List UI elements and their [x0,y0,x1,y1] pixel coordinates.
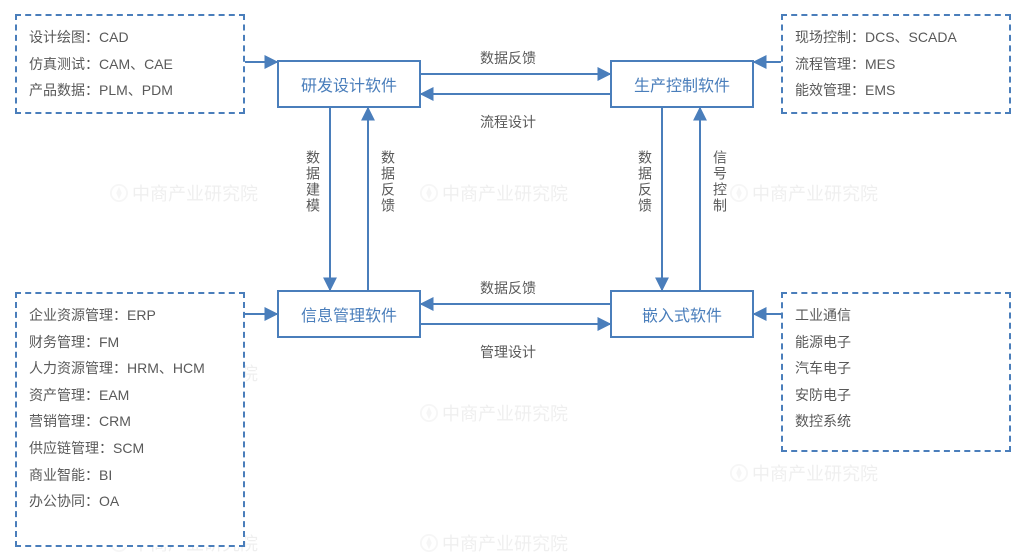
annotation-item: 财务管理：FM [29,329,119,356]
annotation-item: 供应链管理：SCM [29,435,144,462]
edge-label: 数据反馈 [378,150,398,214]
annotation-item: 办公协同：OA [29,488,119,515]
annotation-item: 现场控制：DCS、SCADA [795,24,957,51]
annotation-item: 汽车电子 [795,355,851,382]
edge-label: 数据建模 [303,150,323,214]
annotation-item: 仿真测试：CAM、CAE [29,51,173,78]
edge-label: 数据反馈 [635,150,655,214]
annotation-item: 流程管理：MES [795,51,895,78]
edge-label: 数据反馈 [480,278,536,298]
annotation-item: 工业通信 [795,302,851,329]
annotation-item: 能源电子 [795,329,851,356]
annotation-bottom-left: 企业资源管理：ERP财务管理：FM人力资源管理：HRM、HCM资产管理：EAM营… [15,292,245,547]
annotation-item: 能效管理：EMS [795,77,895,104]
watermark: 中商产业研究院 [420,180,568,206]
edge-label: 数据反馈 [480,48,536,68]
annotation-top-left: 设计绘图：CAD仿真测试：CAM、CAE产品数据：PLM、PDM [15,14,245,114]
annotation-item: 数控系统 [795,408,851,435]
annotation-item: 资产管理：EAM [29,382,129,409]
annotation-item: 产品数据：PLM、PDM [29,77,173,104]
node-label: 生产控制软件 [634,72,730,96]
annotation-item: 安防电子 [795,382,851,409]
watermark: 中商产业研究院 [730,460,878,486]
node-label: 研发设计软件 [301,72,397,96]
watermark: 中商产业研究院 [110,180,258,206]
node-label: 信息管理软件 [301,302,397,326]
annotation-item: 人力资源管理：HRM、HCM [29,355,205,382]
node-information-mgmt: 信息管理软件 [277,290,421,338]
node-label: 嵌入式软件 [642,302,722,326]
node-production-control: 生产控制软件 [610,60,754,108]
edge-label: 管理设计 [480,342,536,362]
annotation-item: 设计绘图：CAD [29,24,129,51]
annotation-bottom-right: 工业通信能源电子汽车电子安防电子数控系统 [781,292,1011,452]
annotation-item: 商业智能：BI [29,462,112,489]
watermark: 中商产业研究院 [420,400,568,426]
edge-label: 流程设计 [480,112,536,132]
diagram-canvas: 中商产业研究院中商产业研究院中商产业研究院中商产业研究院中商产业研究院中商产业研… [0,0,1024,559]
node-embedded-software: 嵌入式软件 [610,290,754,338]
annotation-item: 企业资源管理：ERP [29,302,156,329]
watermark: 中商产业研究院 [420,530,568,556]
node-rd-design: 研发设计软件 [277,60,421,108]
annotation-top-right: 现场控制：DCS、SCADA流程管理：MES能效管理：EMS [781,14,1011,114]
annotation-item: 营销管理：CRM [29,408,131,435]
watermark: 中商产业研究院 [730,180,878,206]
edge-label: 信号控制 [710,150,730,214]
